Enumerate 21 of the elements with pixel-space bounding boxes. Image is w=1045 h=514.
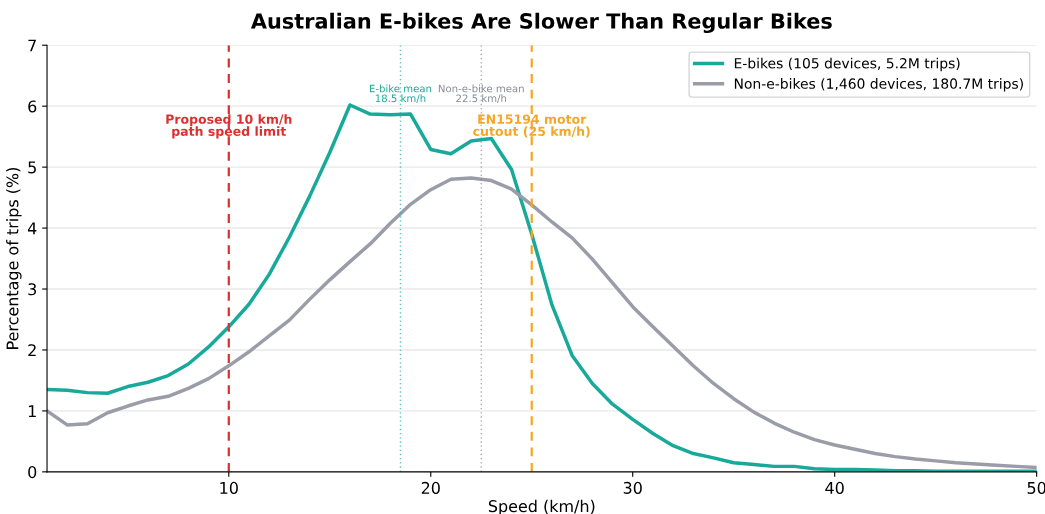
x-tick-label: 40 (825, 481, 844, 494)
legend-label: Non-e-bikes (1,460 devices, 180.7M trips) (734, 78, 1023, 92)
y-tick-label: 1 (28, 405, 36, 417)
y-axis-title: Percentage of trips (%) (6, 168, 22, 349)
ref-line-label: E-bike mean 18.5 km/h (369, 84, 432, 103)
y-tick-label: 2 (28, 344, 36, 357)
x-tick-label: 10 (220, 481, 238, 494)
y-tick-label: 3 (28, 283, 37, 296)
y-tick-label: 0 (28, 466, 37, 479)
x-tick-label: 20 (421, 481, 440, 494)
ref-line-label: EN15194 motor cutout (25 km/h) (473, 114, 590, 138)
ref-line-label: Non-e-bike mean 22.5 km/h (438, 84, 524, 103)
y-tick-label: 5 (28, 161, 36, 174)
chart-title: Australian E-bikes Are Slower Than Regular Bikes (250, 12, 832, 34)
x-tick-label: 50 (1027, 481, 1045, 494)
legend-label: E-bikes (105 devices, 5.2M trips) (734, 57, 960, 72)
ref-line-label: Proposed 10 km/h path speed limit (166, 114, 292, 139)
y-tick-label: 7 (28, 39, 36, 52)
y-tick-label: 4 (27, 222, 37, 235)
x-tick-label: 30 (623, 481, 642, 494)
y-tick-label: 6 (28, 100, 37, 113)
